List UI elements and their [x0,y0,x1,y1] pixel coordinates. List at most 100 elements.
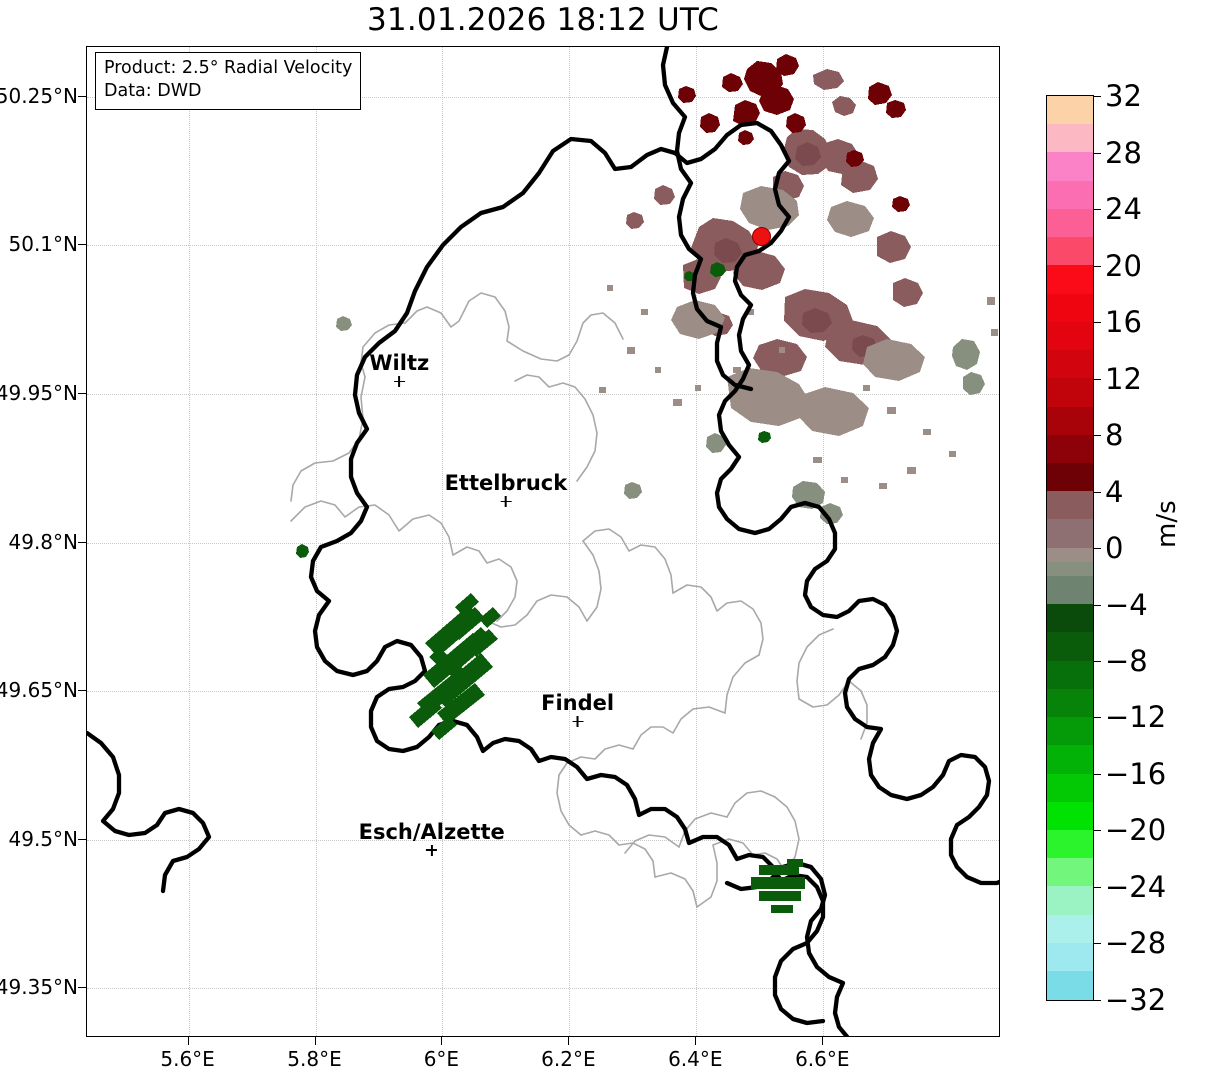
y-tick-label-6: 49.35°N [0,975,78,1000]
colorbar-band-6 [1047,265,1093,295]
colorbar-band-0 [1047,96,1093,125]
colorbar-tick-mark-16 [1094,999,1101,1001]
colorbar-tick-label-1: 28 [1105,135,1142,170]
colorbar-band-17 [1047,561,1093,577]
colorbar-band-18 [1047,575,1093,605]
gridline-lon-1 [315,47,317,1036]
y-tick-label-1: 50.1°N [8,232,79,257]
radar-site-marker[interactable] [751,226,771,246]
colorbar-tick-mark-15 [1094,943,1101,945]
colorbar-tick-label-13: −20 [1105,813,1167,848]
colorbar-tick-label-9: −4 [1105,587,1148,622]
green-echo-southeast [751,859,805,913]
colorbar-band-10 [1047,378,1093,408]
x-tick-mark-0 [187,1037,189,1045]
colorbar-band-13 [1047,463,1093,492]
x-tick-mark-5 [822,1037,824,1045]
x-tick-mark-3 [568,1037,570,1045]
colorbar-tick-label-16: −32 [1105,982,1167,1017]
gridline-lat-2 [87,393,999,395]
y-tick-mark-4 [78,690,86,692]
gridline-lon-5 [823,47,825,1036]
colorbar-axis-label: m/s [1152,500,1182,548]
y-tick-mark-0 [78,95,86,97]
colorbar-band-9 [1047,350,1093,379]
x-tick-mark-2 [441,1037,443,1045]
gridline-lat-1 [87,245,999,247]
x-tick-label-2: 6°E [423,1047,460,1071]
border-east-germany [660,47,754,392]
x-tick-label-1: 5.8°E [287,1047,342,1071]
y-tick-mark-2 [78,392,86,394]
page-title: 31.01.2026 18:12 UTC [367,2,719,38]
colorbar-band-26 [1047,801,1093,831]
x-axis-ticks: 5.6°E 5.8°E 6°E 6.2°E 6.4°E 6.6°E [86,1037,1000,1081]
gridline-lat-0 [87,96,999,98]
gridline-lon-2 [442,47,444,1036]
x-tick-label-0: 5.6°E [160,1047,215,1071]
colorbar-tick-label-7: 4 [1105,474,1124,509]
colorbar-tick-mark-3 [1094,265,1101,267]
colorbar-tick-mark-10 [1094,660,1101,662]
colorbar-band-7 [1047,293,1093,323]
product-info-box: Product: 2.5° Radial Velocity Data: DWD [95,52,362,110]
colorbar-tick-mark-6 [1094,435,1101,437]
colorbar-band-28 [1047,858,1093,888]
colorbar-tick-mark-9 [1094,604,1101,606]
info-data-line: Data: DWD [104,81,202,102]
y-tick-label-2: 49.95°N [0,380,78,405]
colorbar-band-8 [1047,321,1093,351]
colorbar-band-21 [1047,660,1093,690]
radar-map-axes[interactable]: Wiltz Ettelbruck Findel Esch/Alzette [86,46,1000,1037]
colorbar-tick-mark-12 [1094,773,1101,775]
colorbar-tick-label-6: 8 [1105,418,1124,453]
colorbar-tick-label-14: −24 [1105,869,1167,904]
colorbar-tick-mark-13 [1094,830,1101,832]
y-tick-label-0: 50.25°N [0,83,78,108]
colorbar-band-16 [1047,547,1093,563]
colorbar-tick-label-15: −28 [1105,926,1167,961]
y-tick-mark-6 [78,987,86,989]
colorbar-tick-mark-2 [1094,209,1101,211]
colorbar-band-24 [1047,745,1093,775]
colorbar-tick-label-5: 12 [1105,361,1142,396]
colorbar-tick-mark-4 [1094,322,1101,324]
colorbar-band-25 [1047,773,1093,803]
colorbar-band-32 [1047,971,1093,1000]
x-tick-label-3: 6.2°E [541,1047,596,1071]
colorbar-band-20 [1047,632,1093,662]
colorbar-tick-mark-0 [1094,96,1101,98]
colorbar-tick-mark-7 [1094,491,1101,493]
y-tick-label-4: 49.65°N [0,678,78,703]
y-tick-mark-1 [78,244,86,246]
gridline-lon-0 [188,47,190,1036]
colorbar-band-4 [1047,208,1093,238]
colorbar-band-31 [1047,942,1093,972]
colorbar-tick-label-2: 24 [1105,192,1142,227]
colorbar-tick-label-11: −12 [1105,700,1167,735]
gridline-lat-3 [87,542,999,544]
map-clip: Wiltz Ettelbruck Findel Esch/Alzette [87,47,999,1036]
colorbar-band-22 [1047,688,1093,718]
colorbar-tick-label-8: 0 [1105,531,1124,565]
x-tick-label-5: 6.6°E [795,1047,850,1071]
colorbar-tick-label-0: 32 [1105,79,1142,114]
colorbar-band-11 [1047,406,1093,436]
colorbar-ticks: 32 28 24 20 16 12 8 4 0 −4 −8 −12 −16 −20 −24 −28 −32 [1046,79,1196,1017]
colorbar-band-14 [1047,491,1093,521]
map-geometry [87,47,999,1036]
colorbar-band-5 [1047,237,1093,266]
x-tick-label-4: 6.4°E [668,1047,723,1071]
colorbar[interactable] [1046,95,1094,1001]
y-tick-mark-3 [78,541,86,543]
colorbar-tick-mark-14 [1094,886,1101,888]
border-fragment-west [87,730,212,894]
colorbar-tick-mark-8 [1094,548,1101,549]
colorbar-tick-mark-11 [1094,717,1101,719]
colorbar-tick-mark-1 [1094,152,1101,154]
colorbar-band-1 [1047,124,1093,154]
y-tick-mark-5 [78,838,86,840]
green-echo-west [409,593,501,740]
border-west-south [308,210,826,1026]
colorbar-tick-label-12: −16 [1105,756,1167,791]
